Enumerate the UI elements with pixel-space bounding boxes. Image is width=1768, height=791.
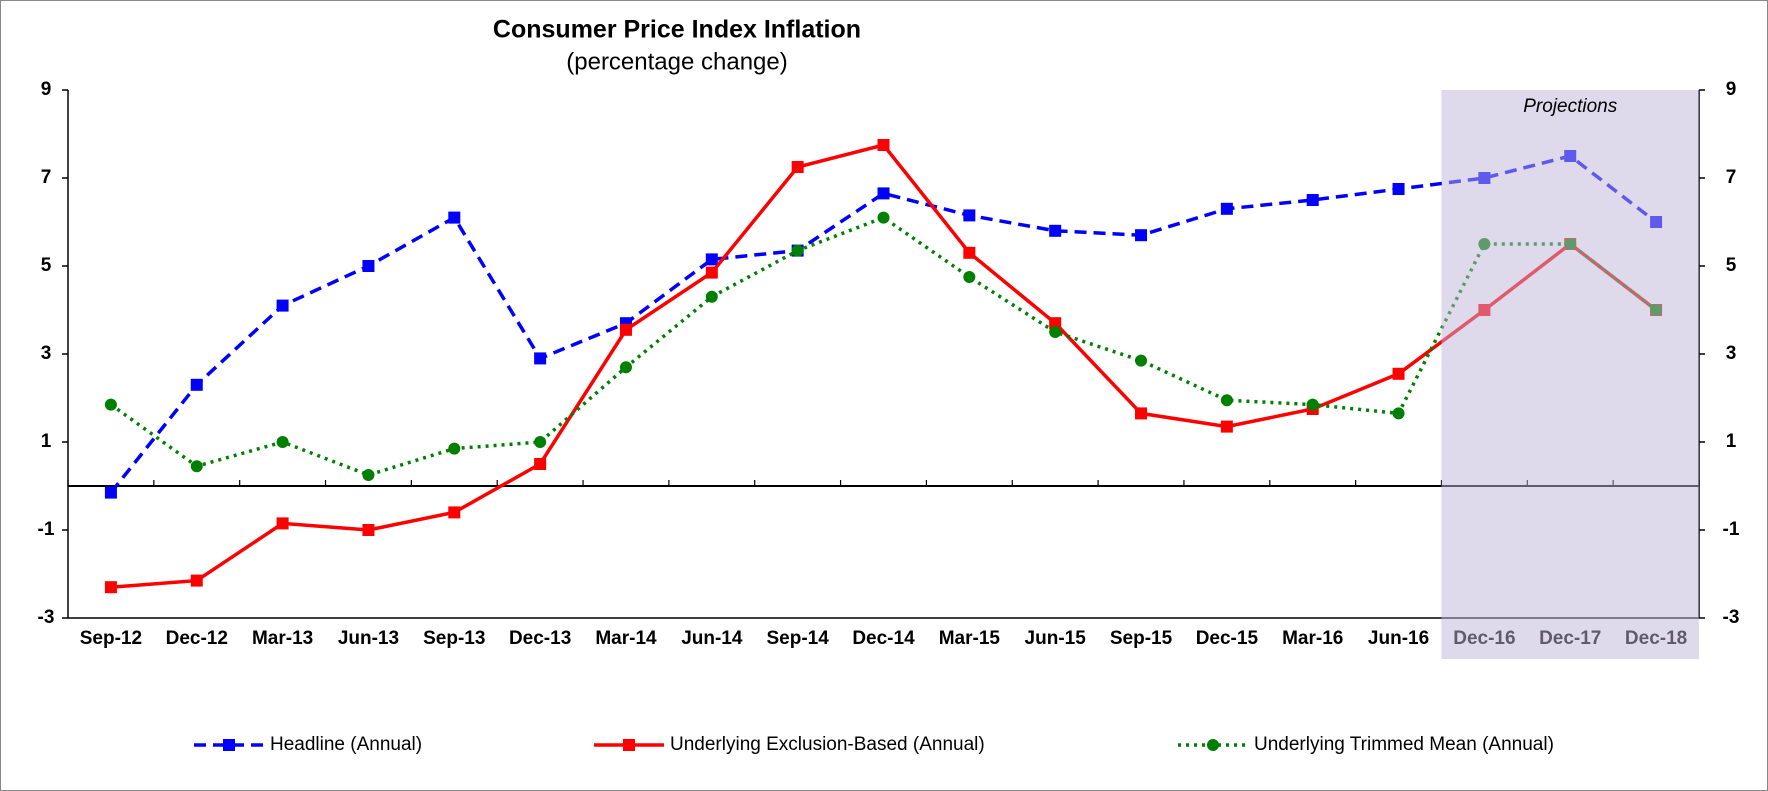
chart-subtitle: (percentage change) — [566, 48, 787, 75]
marker — [1220, 202, 1233, 215]
y-tick-label: 3 — [41, 343, 52, 364]
x-tick-label: Mar-14 — [595, 628, 657, 649]
y-tick-label: 7 — [41, 167, 52, 188]
marker — [104, 398, 117, 411]
x-tick-label: Sep-13 — [423, 628, 485, 649]
y2-tick-label: -1 — [1723, 519, 1740, 540]
marker — [877, 187, 890, 200]
y2-tick-label: 9 — [1726, 79, 1737, 100]
y2-tick-label: -3 — [1723, 607, 1740, 628]
legend-label: Underlying Exclusion-Based (Annual) — [670, 734, 985, 755]
marker — [190, 378, 203, 391]
marker — [877, 139, 890, 151]
y2-tick-label: 7 — [1726, 167, 1737, 188]
marker — [1306, 194, 1319, 206]
legend-label: Headline (Annual) — [270, 734, 422, 755]
marker — [1220, 420, 1233, 433]
x-tick-label: Mar-13 — [252, 628, 313, 649]
chart-title: Consumer Price Index Inflation — [493, 16, 861, 44]
marker — [362, 469, 375, 481]
y-tick-label: 9 — [41, 79, 52, 100]
marker — [104, 486, 117, 499]
x-tick-label: Sep-12 — [80, 628, 142, 649]
legend-marker — [623, 739, 635, 751]
marker — [362, 260, 375, 272]
marker — [619, 361, 632, 374]
marker — [276, 517, 289, 530]
x-tick-label: Dec-15 — [1196, 628, 1259, 649]
marker — [1135, 354, 1148, 367]
x-tick-label: Jun-16 — [1368, 628, 1429, 649]
marker — [1049, 317, 1062, 330]
x-tick-label: Jun-13 — [338, 628, 399, 649]
marker — [534, 458, 547, 470]
marker — [791, 161, 804, 173]
legend-marker — [1207, 739, 1219, 751]
projection-region — [1441, 90, 1699, 659]
marker — [963, 209, 976, 222]
marker — [362, 524, 375, 536]
marker — [705, 290, 718, 303]
marker — [963, 246, 976, 259]
marker — [276, 299, 289, 312]
marker — [1135, 407, 1148, 420]
y-tick-label: -1 — [38, 519, 55, 540]
marker — [1135, 229, 1148, 242]
x-tick-label: Mar-15 — [939, 628, 1001, 649]
x-tick-label: Dec-13 — [509, 628, 571, 649]
x-tick-label: Sep-14 — [767, 628, 830, 649]
marker — [619, 323, 632, 336]
marker — [1049, 326, 1062, 338]
y-tick-label: 1 — [41, 431, 52, 452]
marker — [1392, 407, 1405, 420]
marker — [1306, 398, 1319, 411]
marker — [448, 506, 461, 519]
x-tick-label: Dec-12 — [166, 628, 228, 649]
y2-tick-label: 5 — [1726, 255, 1737, 276]
y-tick-label: -3 — [38, 607, 55, 628]
x-tick-label: Jun-14 — [681, 628, 743, 649]
marker — [705, 253, 718, 266]
marker — [448, 211, 461, 224]
marker — [276, 436, 289, 448]
marker — [877, 211, 890, 224]
marker — [190, 574, 203, 587]
legend-marker — [223, 739, 235, 751]
marker — [534, 436, 547, 448]
legend-label: Underlying Trimmed Mean (Annual) — [1254, 734, 1554, 755]
y2-tick-label: 1 — [1726, 431, 1737, 452]
marker — [534, 352, 547, 365]
y-tick-label: 5 — [41, 255, 52, 276]
marker — [963, 271, 976, 283]
x-tick-label: Jun-15 — [1025, 628, 1087, 649]
marker — [1392, 183, 1405, 195]
marker — [448, 442, 461, 455]
projection-label: Projections — [1523, 96, 1617, 117]
x-tick-label: Sep-15 — [1110, 628, 1173, 649]
marker — [1049, 224, 1062, 237]
marker — [104, 581, 117, 594]
marker — [705, 266, 718, 279]
marker — [1220, 394, 1233, 407]
marker — [1392, 367, 1405, 380]
marker — [791, 244, 804, 257]
x-tick-label: Mar-16 — [1282, 628, 1343, 649]
marker — [190, 460, 203, 473]
y2-tick-label: 3 — [1726, 343, 1737, 364]
x-tick-label: Dec-14 — [852, 628, 915, 649]
